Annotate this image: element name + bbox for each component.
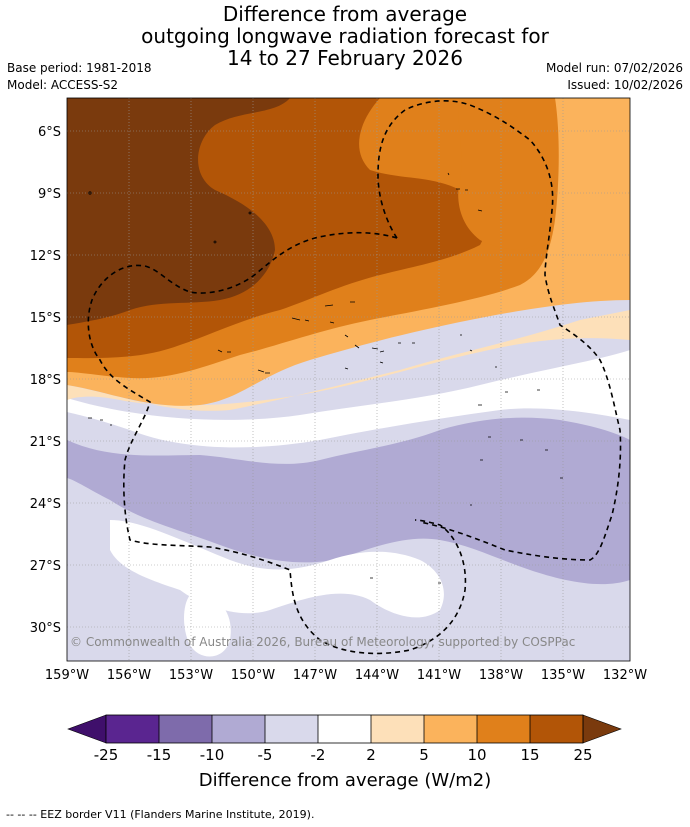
islands bbox=[88, 172, 563, 584]
colorbar-arrow-high bbox=[582, 714, 622, 744]
lon-label: 159°W bbox=[45, 668, 89, 683]
colorbar-tick: -15 bbox=[146, 746, 172, 764]
model-name: Model: ACCESS-S2 bbox=[7, 78, 119, 92]
colorbar-segment bbox=[318, 715, 371, 743]
issued-date: Issued: 10/02/2026 bbox=[567, 78, 683, 92]
lon-label: 147°W bbox=[293, 668, 337, 683]
lat-label: 18°S bbox=[30, 373, 61, 388]
island bbox=[217, 334, 497, 374]
map-frame bbox=[66, 97, 631, 662]
colorbar-segment bbox=[106, 715, 159, 743]
lon-label: 150°W bbox=[231, 668, 275, 683]
anomaly-field bbox=[67, 98, 630, 661]
lat-label: 15°S bbox=[30, 311, 61, 326]
lat-label: 6°S bbox=[38, 125, 61, 140]
lon-label: 144°W bbox=[355, 668, 399, 683]
model-run: Model run: 07/02/2026 bbox=[545, 61, 683, 75]
colorbar-tick: -2 bbox=[310, 746, 326, 764]
lat-label: 21°S bbox=[30, 435, 61, 450]
island bbox=[248, 211, 252, 215]
chart-title-line2: outgoing longwave radiation forecast for bbox=[141, 24, 549, 48]
eez-border-west bbox=[87, 231, 467, 655]
lon-label: 138°W bbox=[479, 668, 523, 683]
colorbar-frame bbox=[105, 714, 584, 744]
lon-gridlines bbox=[128, 98, 564, 661]
colorbar-segment bbox=[371, 715, 424, 743]
lon-label: 153°W bbox=[169, 668, 213, 683]
island bbox=[88, 389, 563, 584]
colorbar bbox=[67, 714, 622, 744]
lon-label: 132°W bbox=[603, 668, 647, 683]
colorbar-segment bbox=[477, 715, 530, 743]
colorbar-segment bbox=[530, 715, 583, 743]
lat-label: 9°S bbox=[38, 187, 61, 202]
anomaly-region-minus5 bbox=[67, 417, 630, 585]
eez-border-east bbox=[377, 100, 622, 561]
colorbar-segment bbox=[159, 715, 212, 743]
copyright-notice: © Commonwealth of Australia 2026, Bureau… bbox=[70, 635, 575, 649]
colorbar-title: Difference from average (W/m2) bbox=[198, 770, 492, 791]
eez-legend: -- -- -- EEZ border V11 (Flanders Marine… bbox=[6, 808, 315, 821]
colorbar-tick: -25 bbox=[93, 746, 119, 764]
island bbox=[88, 191, 92, 195]
eez-borders bbox=[87, 100, 622, 655]
map-figure: © Commonwealth of Australia 2026, Bureau… bbox=[30, 97, 647, 683]
anomaly-region-neutral-south bbox=[110, 520, 444, 618]
anomaly-region-plus10-patch bbox=[458, 98, 549, 250]
colorbar-tick: 15 bbox=[520, 746, 540, 764]
chart-title-line3: 14 to 27 February 2026 bbox=[227, 46, 463, 70]
island bbox=[291, 301, 401, 353]
island bbox=[447, 172, 483, 212]
lon-axis: 159°W 156°W 153°W 150°W 147°W 144°W 141°… bbox=[45, 668, 647, 683]
anomaly-region-neutral bbox=[67, 350, 630, 448]
anomaly-region-neutral-patch bbox=[184, 594, 231, 657]
colorbar-segment bbox=[212, 715, 265, 743]
chart-title-line1: Difference from average bbox=[222, 2, 468, 26]
island bbox=[213, 240, 217, 244]
colorbar-tick: -10 bbox=[199, 746, 225, 764]
lat-label: 30°S bbox=[30, 621, 61, 636]
colorbar-tick: 10 bbox=[467, 746, 487, 764]
colorbar-segment bbox=[265, 715, 318, 743]
lon-label: 135°W bbox=[541, 668, 585, 683]
colorbar-segment bbox=[424, 715, 477, 743]
base-period: Base period: 1981-2018 bbox=[7, 61, 152, 75]
colorbar-tick: 2 bbox=[366, 746, 376, 764]
lon-label: 156°W bbox=[107, 668, 151, 683]
lon-label: 141°W bbox=[417, 668, 461, 683]
lat-label: 24°S bbox=[30, 497, 61, 512]
colorbar-tick: 5 bbox=[419, 746, 429, 764]
colorbar-tick: -5 bbox=[257, 746, 273, 764]
colorbar-tick: 25 bbox=[573, 746, 593, 764]
lat-axis: 6°S 9°S 12°S 15°S 18°S 21°S 24°S 27°S 30… bbox=[30, 125, 61, 636]
lat-gridlines bbox=[67, 130, 630, 628]
colorbar-dividers bbox=[158, 715, 531, 743]
colorbar-arrow-low bbox=[67, 714, 107, 744]
lat-label: 27°S bbox=[30, 559, 61, 574]
lat-label: 12°S bbox=[30, 249, 61, 264]
